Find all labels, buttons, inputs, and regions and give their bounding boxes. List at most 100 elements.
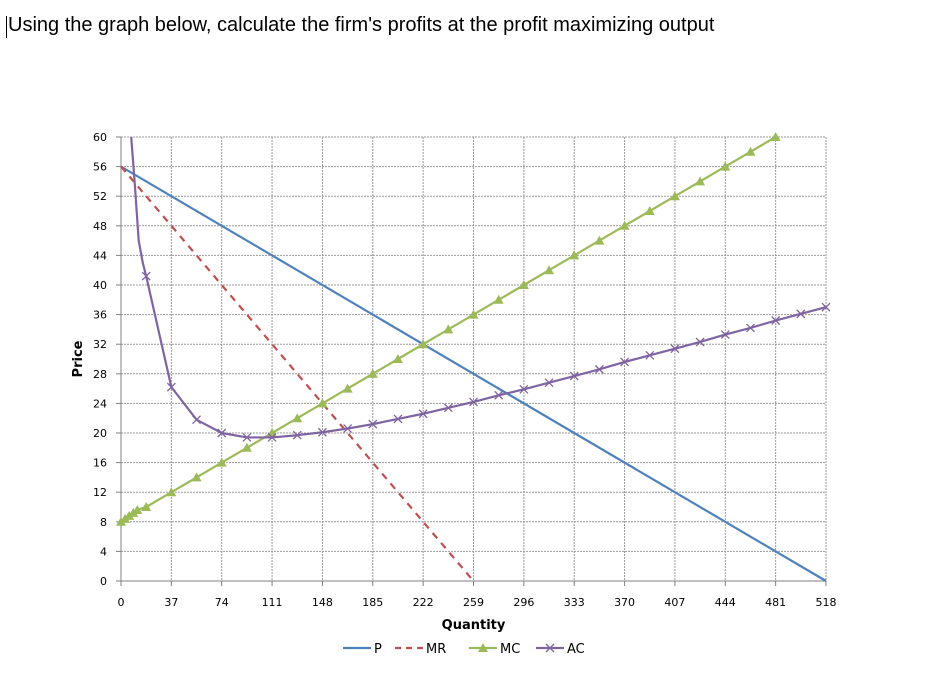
point-ac xyxy=(494,390,504,400)
point-ac xyxy=(317,427,327,437)
x-tick-label: 407 xyxy=(664,596,685,609)
y-tick-label: 24 xyxy=(93,397,107,410)
y-tick-label: 56 xyxy=(93,161,107,174)
legend-item-mc: MC xyxy=(469,642,520,657)
point-mc xyxy=(745,146,756,156)
legend-marker-ac xyxy=(545,643,555,653)
point-mc xyxy=(644,206,655,215)
point-mc xyxy=(292,413,303,423)
x-tick-label: 370 xyxy=(614,596,635,609)
point-ac xyxy=(418,409,428,419)
point-ac xyxy=(620,357,630,367)
series-ac xyxy=(130,136,831,442)
legend-marker-mc xyxy=(478,643,488,652)
y-tick-label: 20 xyxy=(93,427,107,440)
y-axis-title: Price xyxy=(71,340,86,377)
axes xyxy=(116,136,827,586)
legend-item-mr: MR xyxy=(395,642,446,657)
x-tick-label: 444 xyxy=(715,596,736,609)
point-mc xyxy=(695,176,706,186)
x-axis-title: Quantity xyxy=(442,618,506,633)
x-tick-label: 185 xyxy=(362,596,383,609)
point-mc xyxy=(367,368,378,378)
legend-label-mr: MR xyxy=(426,642,446,657)
point-ac xyxy=(519,384,529,394)
tick-labels: 0 37 74 111 148 185 222 259 296 333 370 407 444 481 51… xyxy=(93,131,837,609)
legend-item-ac: AC xyxy=(536,642,585,657)
x-tick-label: 148 xyxy=(312,596,333,609)
point-ac xyxy=(267,432,277,442)
point-mc xyxy=(342,383,353,393)
point-mc xyxy=(468,309,479,319)
point-mc xyxy=(770,132,781,141)
y-tick-label: 44 xyxy=(93,249,107,262)
point-ac xyxy=(569,371,579,381)
point-mc xyxy=(493,294,504,304)
point-mc xyxy=(669,191,680,201)
point-ac xyxy=(443,403,453,413)
legend: P MR MC AC xyxy=(343,642,585,657)
point-mc xyxy=(594,235,605,245)
point-ac xyxy=(771,316,781,325)
y-tick-label: 60 xyxy=(93,131,107,144)
legend-label-p: P xyxy=(374,642,382,657)
point-ac xyxy=(343,424,353,434)
y-tick-label: 4 xyxy=(100,545,107,558)
point-ac xyxy=(192,415,201,425)
legend-label-ac: AC xyxy=(567,642,585,657)
point-mc xyxy=(392,354,403,363)
series-mc xyxy=(116,132,781,526)
point-mc xyxy=(191,472,202,482)
series-line-ac xyxy=(130,136,827,439)
x-tick-label: 481 xyxy=(765,596,786,609)
series-lines xyxy=(116,132,831,582)
x-tick-label: 74 xyxy=(215,596,229,609)
point-ac xyxy=(670,344,680,354)
point-ac xyxy=(544,378,554,388)
point-mc xyxy=(241,442,252,452)
point-ac xyxy=(746,323,755,333)
legend-item-p: P xyxy=(343,642,382,657)
y-tick-label: 8 xyxy=(100,516,107,529)
point-mc xyxy=(216,457,227,467)
point-mc xyxy=(569,250,580,260)
x-tick-label: 111 xyxy=(262,596,283,609)
point-mc xyxy=(317,398,328,408)
point-ac xyxy=(242,432,252,442)
x-tick-label: 518 xyxy=(816,596,837,609)
y-tick-label: 52 xyxy=(93,190,107,203)
x-tick-label: 222 xyxy=(413,596,434,609)
x-tick-label: 333 xyxy=(564,596,585,609)
x-tick-label: 259 xyxy=(463,596,484,609)
series-line-p xyxy=(120,165,827,582)
series-p xyxy=(120,165,827,582)
point-ac xyxy=(469,397,478,407)
y-tick-label: 36 xyxy=(93,309,107,322)
point-mc xyxy=(166,487,177,497)
point-mc xyxy=(720,161,731,171)
point-mc xyxy=(418,339,429,349)
point-mc xyxy=(518,280,529,289)
point-mc xyxy=(141,502,152,511)
point-ac xyxy=(821,302,831,312)
point-ac xyxy=(594,364,604,374)
y-tick-label: 16 xyxy=(93,457,107,470)
point-ac xyxy=(393,414,403,424)
y-tick-label: 0 xyxy=(100,575,107,588)
y-tick-label: 40 xyxy=(93,279,107,292)
question-text: Using the graph below, calculate the fir… xyxy=(8,14,715,36)
point-ac xyxy=(166,382,176,392)
point-ac xyxy=(645,350,655,360)
point-mc xyxy=(132,504,143,514)
y-tick-label: 32 xyxy=(93,338,107,351)
point-mc xyxy=(443,324,454,334)
point-ac xyxy=(695,337,705,347)
y-tick-label: 48 xyxy=(93,220,107,233)
gridlines xyxy=(121,136,827,581)
point-mc xyxy=(619,220,630,230)
y-tick-label: 28 xyxy=(93,368,107,381)
point-ac xyxy=(796,309,806,319)
point-ac xyxy=(141,271,151,281)
x-tick-label: 296 xyxy=(513,596,534,609)
